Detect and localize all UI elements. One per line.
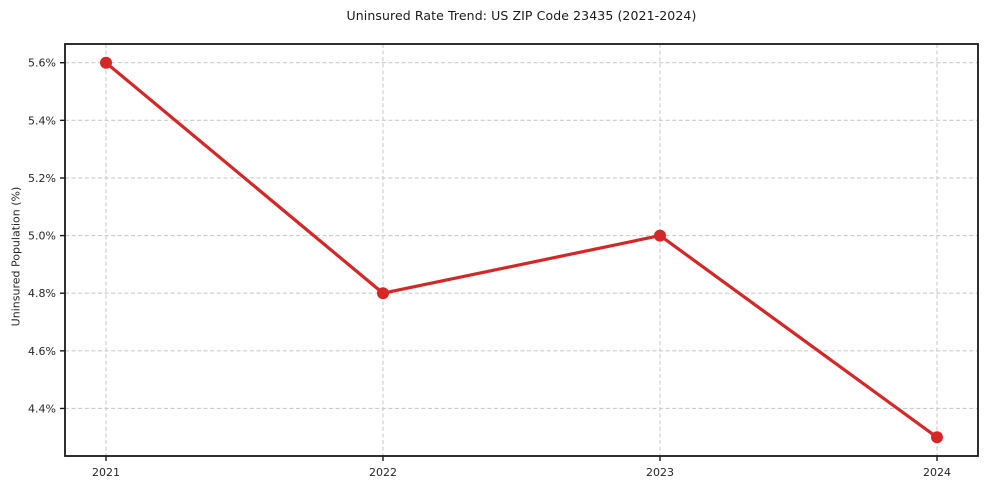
- y-tick-label: 5.6%: [28, 57, 56, 70]
- plot-border: [64, 43, 979, 457]
- x-tick-label: 2021: [92, 466, 120, 479]
- x-tick-label: 2024: [923, 466, 951, 479]
- trend-line: [104, 61, 939, 439]
- y-tick-label: 5.4%: [28, 114, 56, 127]
- y-tick-label: 4.6%: [28, 345, 56, 358]
- data-point-2023: [654, 229, 666, 242]
- y-tick-label: 4.4%: [28, 402, 56, 415]
- y-tick-label: 5.0%: [28, 230, 56, 243]
- data-point-2024: [931, 431, 943, 444]
- x-tick-label: 2022: [369, 466, 397, 479]
- data-point-2021: [100, 56, 112, 69]
- x-tick-label: 2023: [646, 466, 674, 479]
- data-point-2022: [377, 287, 389, 300]
- y-tick-label: 4.8%: [28, 287, 56, 300]
- y-tick-label: 5.2%: [28, 172, 56, 185]
- y-axis-label: Uninsured Population (%): [9, 186, 23, 327]
- chart-title: Uninsured Rate Trend: US ZIP Code 23435 …: [346, 8, 697, 23]
